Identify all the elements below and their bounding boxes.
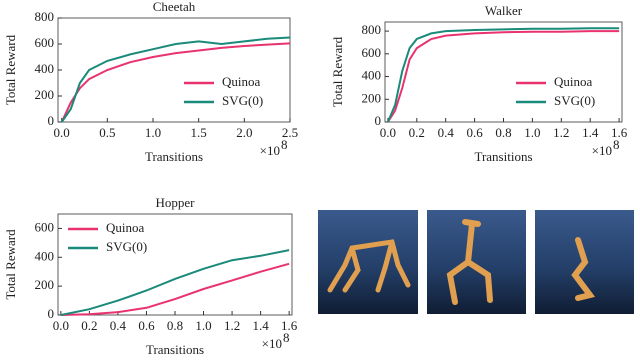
chart-title: Walker: [485, 3, 523, 18]
chart: Walker 0 200 400 600 800 0.0 0.2 0.4 0.6 0.8 1.0 1.2…: [330, 3, 628, 164]
x-tick-label: 0.4: [110, 318, 127, 333]
x-tick-label: 0.5: [99, 125, 115, 140]
legend-label: SVG(0): [222, 93, 263, 108]
x-tick-label: 1.2: [224, 318, 240, 333]
series-line: [386, 27, 620, 123]
series-line: [60, 249, 290, 316]
x-tick-label: 2.0: [236, 125, 252, 140]
x-tick-label: 0.0: [54, 125, 70, 140]
y-axis-label: Total Reward: [3, 229, 18, 300]
y-tick-label: 600: [35, 219, 55, 234]
x-tick-label: 0.4: [438, 125, 455, 140]
y-tick-label: 0: [48, 306, 55, 321]
x-multiplier: ×10: [262, 336, 282, 351]
x-tick-label: 1.6: [281, 318, 298, 333]
y-tick-label: 200: [35, 87, 55, 102]
y-tick-label: 400: [35, 61, 55, 76]
x-exponent: 8: [283, 330, 290, 345]
cheetah-image: [318, 210, 418, 314]
x-tick-label: 0.6: [138, 318, 155, 333]
walker-figure: [446, 219, 493, 305]
x-multiplier: ×10: [592, 143, 612, 158]
x-tick-label: 1.0: [195, 318, 211, 333]
walker-image: [427, 210, 526, 314]
y-axis-label: Total Reward: [3, 34, 18, 105]
y-tick-label: 0: [48, 113, 55, 128]
legend-label: Quinoa: [106, 220, 145, 235]
hopper-figure: [571, 237, 596, 301]
chart-title: Hopper: [156, 195, 196, 210]
x-tick-label: 0.0: [380, 125, 396, 140]
x-tick-label: 1.4: [582, 125, 599, 140]
y-tick-label: 200: [362, 90, 382, 105]
x-tick-label: 0.6: [466, 125, 483, 140]
y-tick-label: 400: [362, 68, 382, 83]
y-tick-label: 600: [35, 35, 55, 50]
y-tick-label: 600: [362, 45, 382, 60]
y-tick-label: 800: [362, 22, 382, 37]
series-line: [60, 42, 291, 123]
legend: Quinoa SVG(0): [62, 218, 170, 258]
legend-label: SVG(0): [106, 239, 147, 254]
series-line: [387, 30, 620, 123]
chart-title: Cheetah: [153, 0, 196, 14]
x-tick-label: 0.8: [167, 318, 183, 333]
legend-label: Quinoa: [222, 74, 261, 89]
legend-label: Quinoa: [554, 74, 593, 89]
legend: Quinoa SVG(0): [178, 72, 286, 112]
chart: Hopper 0 200 400 600 0.0 0.2 0.4 0.6 0.8 1.0 1.2 1.4…: [3, 195, 298, 357]
y-tick-label: 400: [35, 248, 55, 263]
x-tick-label: 2.5: [282, 125, 298, 140]
x-tick-label: 0.2: [409, 125, 425, 140]
series-line: [60, 36, 291, 123]
x-axis-label: Transitions: [474, 149, 532, 164]
x-tick-label: 0.0: [53, 318, 69, 333]
chart: Cheetah 0 200 400 600 800 0.0 0.5 1.0 1.5 2.0 2.5 Tr…: [3, 0, 298, 164]
legend-label: SVG(0): [554, 93, 595, 108]
x-axis-label: Transitions: [146, 342, 204, 357]
y-tick-label: 0: [375, 113, 382, 128]
x-tick-label: 0.8: [495, 125, 511, 140]
x-multiplier: ×10: [260, 143, 280, 158]
x-tick-label: 1.0: [145, 125, 161, 140]
legend: Quinoa SVG(0): [510, 72, 618, 112]
x-tick-label: 1.0: [524, 125, 540, 140]
x-axis-label: Transitions: [145, 149, 203, 164]
x-tick-label: 1.6: [611, 125, 628, 140]
sim-images: [318, 210, 634, 314]
y-tick-label: 200: [35, 277, 55, 292]
x-tick-label: 1.5: [191, 125, 207, 140]
x-tick-label: 1.2: [553, 125, 569, 140]
y-tick-label: 800: [35, 9, 55, 24]
cheetah-figure: [327, 239, 411, 293]
x-exponent: 8: [281, 137, 288, 152]
y-axis-label: Total Reward: [330, 36, 345, 107]
x-tick-label: 0.2: [81, 318, 97, 333]
x-tick-label: 1.4: [252, 318, 269, 333]
x-exponent: 8: [613, 137, 620, 152]
series-line: [60, 262, 290, 316]
